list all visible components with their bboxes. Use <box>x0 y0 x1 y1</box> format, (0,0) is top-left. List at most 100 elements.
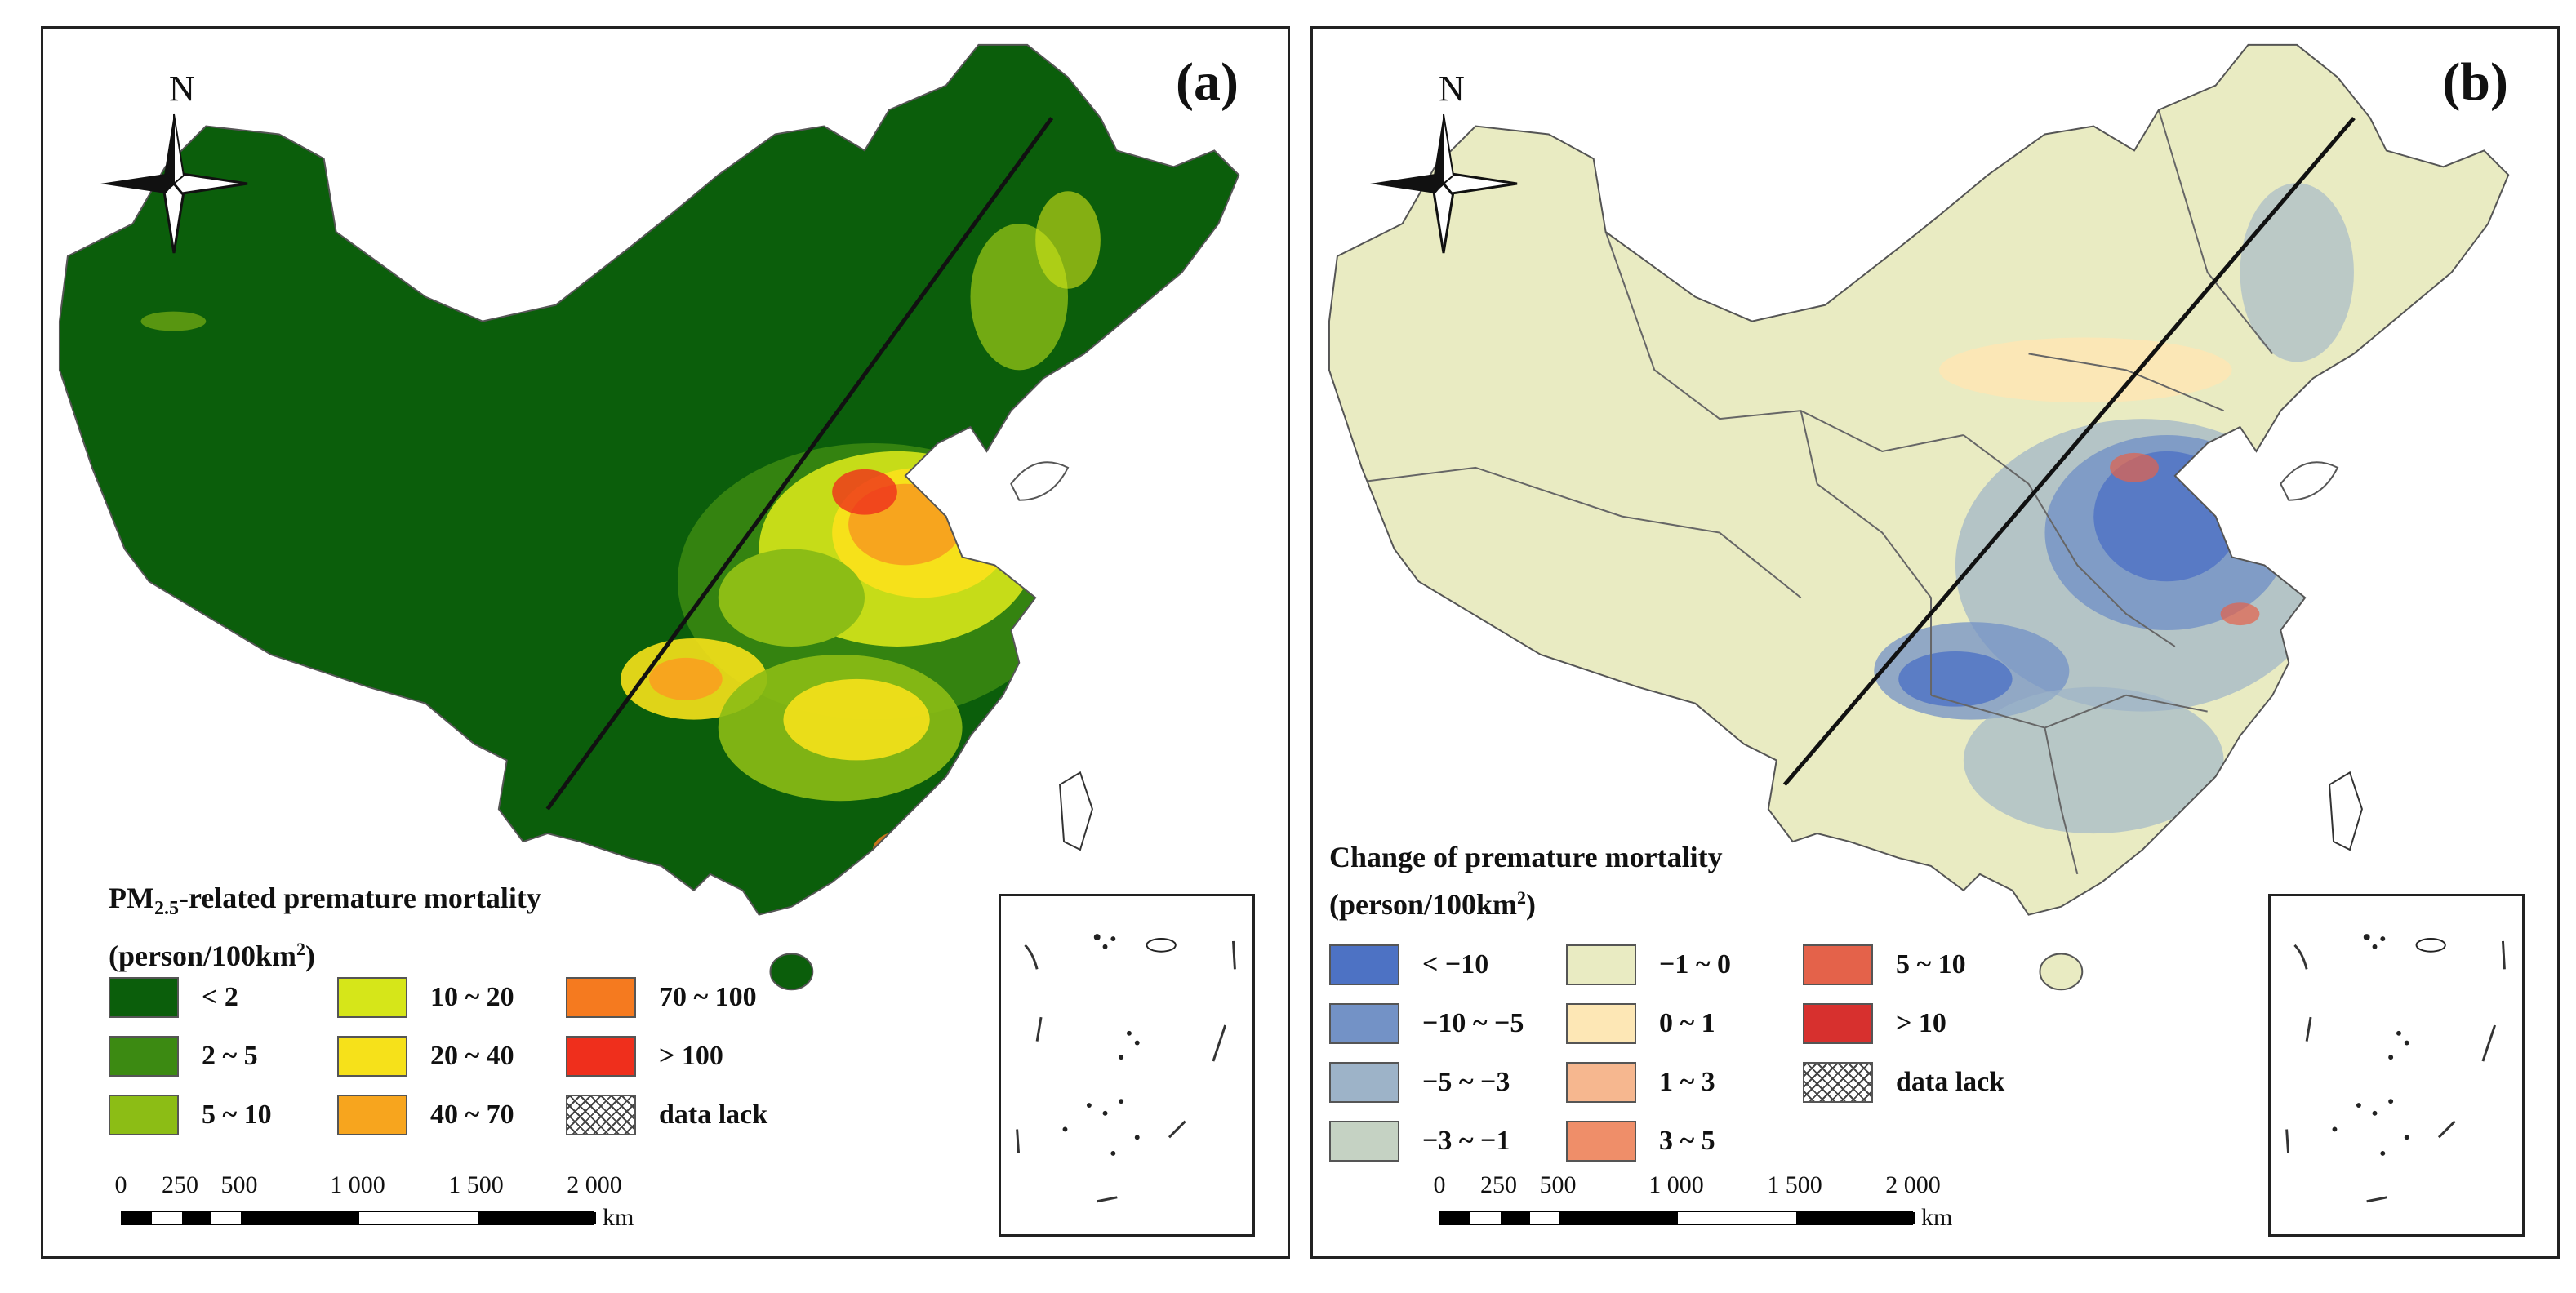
legend-label: data lack <box>659 1100 768 1130</box>
scale-tick-label: 1 000 <box>330 1171 385 1198</box>
legend-swatch <box>1566 1003 1636 1044</box>
scale-bar-b: 0 250 500 1 000 1 500 2 000 km <box>1434 1171 1953 1237</box>
legend-label: < 2 <box>202 982 238 1012</box>
north-arrow-icon: N <box>92 61 288 282</box>
scale-segment <box>1470 1212 1501 1224</box>
legend-swatch <box>1803 944 1873 985</box>
legend-label: 5 ~ 10 <box>202 1100 272 1130</box>
legend-item: −10 ~ −5 <box>1329 1002 1524 1046</box>
legend-swatch <box>337 1095 407 1135</box>
legend-item: 0 ~ 1 <box>1566 1002 1715 1046</box>
map-panel-a: (a) N PM2.5-related premature mortality … <box>41 26 1290 1259</box>
scale-segment <box>122 1212 153 1224</box>
legend-item: −5 ~ −3 <box>1329 1060 1510 1104</box>
panel-label-a: (a) <box>1176 52 1239 112</box>
scale-segment <box>152 1212 182 1224</box>
scale-segment <box>359 1212 478 1224</box>
legend-swatch <box>1803 1062 1873 1103</box>
scale-tick-label: 500 <box>220 1171 258 1198</box>
legend-swatch <box>1329 1062 1399 1103</box>
legend-swatch <box>109 1095 179 1135</box>
legend-title-a: PM2.5-related premature mortality <box>109 882 541 920</box>
legend-label: 5 ~ 10 <box>1896 949 1966 980</box>
legend-label: < −10 <box>1422 949 1489 980</box>
south-china-sea-inset-b <box>2268 894 2525 1237</box>
scale-tick-label: 1 500 <box>1767 1171 1822 1198</box>
legend-item: 20 ~ 40 <box>337 1034 514 1078</box>
map-panel-b: (b) N Change of premature mortality (per… <box>1310 26 2560 1259</box>
scale-segment <box>1500 1212 1530 1224</box>
legend-item: 40 ~ 70 <box>337 1093 514 1137</box>
china-map-a <box>58 43 1240 991</box>
legend-label: 10 ~ 20 <box>430 982 514 1012</box>
south-china-sea-inset-a <box>999 894 1255 1237</box>
legend-title-b: Change of premature mortality <box>1329 841 1723 873</box>
legend-swatch <box>337 977 407 1018</box>
legend-label: −1 ~ 0 <box>1659 949 1732 980</box>
legend-label: −10 ~ −5 <box>1422 1008 1524 1038</box>
legend-item: 70 ~ 100 <box>566 975 757 1020</box>
legend-swatch <box>1566 1121 1636 1162</box>
legend-item: 3 ~ 5 <box>1566 1119 1715 1163</box>
legend-label: 1 ~ 3 <box>1659 1067 1715 1097</box>
legend-swatch <box>337 1036 407 1077</box>
scale-segment <box>181 1212 211 1224</box>
scale-segment <box>211 1212 241 1224</box>
scale-tick-label: 0 <box>1433 1171 1446 1198</box>
legend-label: data lack <box>1896 1067 2005 1097</box>
legend-item: < −10 <box>1329 943 1488 987</box>
scale-segment <box>1559 1212 1678 1224</box>
scale-bar-a: 0 250 500 1 000 1 500 2 000 km <box>115 1171 634 1237</box>
scale-unit: km <box>603 1204 634 1231</box>
scale-segment <box>1796 1212 1915 1224</box>
scale-segment <box>1441 1212 1471 1224</box>
legend-item: 10 ~ 20 <box>337 975 514 1020</box>
north-arrow-icon: N <box>1362 61 1558 282</box>
scale-segment <box>1678 1212 1796 1224</box>
legend-swatch <box>1566 1062 1636 1103</box>
legend-item: 1 ~ 3 <box>1566 1060 1715 1104</box>
legend-swatch <box>566 977 636 1018</box>
north-label: N <box>169 69 195 109</box>
panel-label-b: (b) <box>2442 52 2508 112</box>
legend-item: 5 ~ 10 <box>109 1093 272 1137</box>
legend-swatch <box>109 1036 179 1077</box>
legend-item: −1 ~ 0 <box>1566 943 1731 987</box>
legend-label: > 100 <box>659 1041 723 1071</box>
scale-tick-label: 250 <box>162 1171 198 1198</box>
legend-label: 0 ~ 1 <box>1659 1008 1715 1038</box>
legend-b: Change of premature mortality (person/10… <box>1329 837 2004 1162</box>
legend-item: < 2 <box>109 975 238 1020</box>
legend-swatch <box>109 977 179 1018</box>
legend-label: −3 ~ −1 <box>1422 1126 1510 1156</box>
legend-swatch <box>1329 1003 1399 1044</box>
legend-label: 3 ~ 5 <box>1659 1126 1715 1156</box>
legend-item: 2 ~ 5 <box>109 1034 258 1078</box>
legend-label: 20 ~ 40 <box>430 1041 514 1071</box>
legend-a: PM2.5-related premature mortality (perso… <box>109 878 767 1135</box>
legend-item: data lack <box>1803 1060 2004 1104</box>
scale-segment <box>478 1212 596 1224</box>
legend-item: > 100 <box>566 1034 723 1078</box>
scale-unit: km <box>1921 1204 1953 1231</box>
scale-segment <box>1529 1212 1559 1224</box>
legend-swatch <box>566 1036 636 1077</box>
legend-label: −5 ~ −3 <box>1422 1067 1510 1097</box>
china-map-b <box>1328 43 2510 991</box>
legend-unit-a: (person/100km2) <box>109 939 316 973</box>
legend-item: > 10 <box>1803 1002 1946 1046</box>
scale-tick-label: 1 000 <box>1648 1171 1704 1198</box>
legend-swatch <box>1329 944 1399 985</box>
legend-label: 2 ~ 5 <box>202 1041 258 1071</box>
legend-swatch <box>1803 1003 1873 1044</box>
scale-tick-label: 2 000 <box>1885 1171 1941 1198</box>
legend-swatch <box>566 1095 636 1135</box>
legend-item: 5 ~ 10 <box>1803 943 1966 987</box>
legend-unit-b: (person/100km2) <box>1329 887 1537 921</box>
legend-item: data lack <box>566 1093 767 1137</box>
legend-swatch <box>1566 944 1636 985</box>
scale-bar-graphic <box>121 1211 596 1225</box>
legend-label: 40 ~ 70 <box>430 1100 514 1130</box>
scale-tick-label: 0 <box>114 1171 127 1198</box>
legend-label: 70 ~ 100 <box>659 982 757 1012</box>
